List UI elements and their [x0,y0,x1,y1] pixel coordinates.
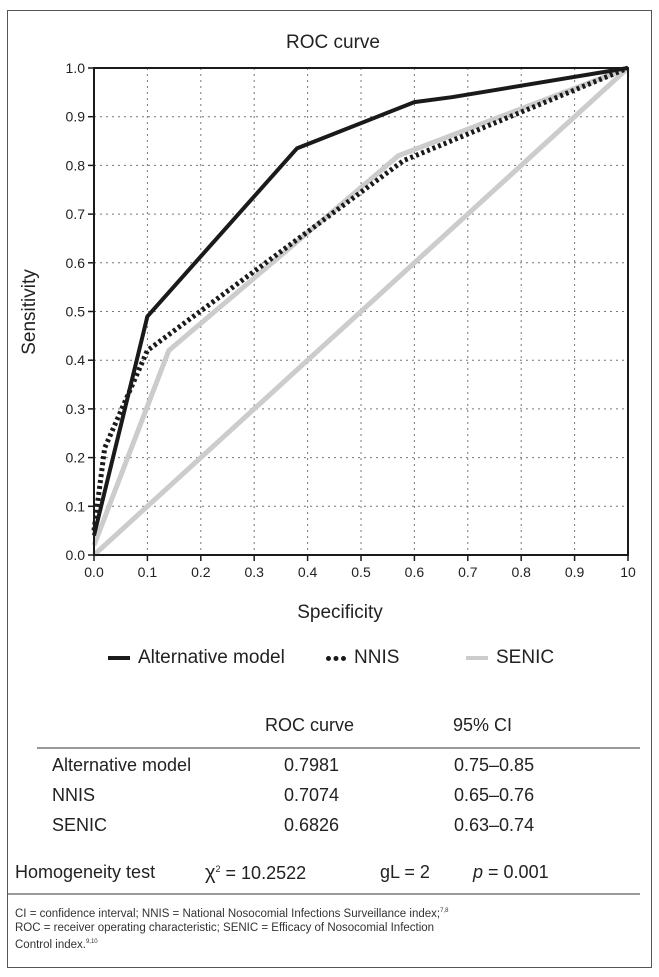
p-value: p = 0.001 [473,862,549,883]
footnote-line3: Control index. [15,938,86,951]
x-tick-label: 0.7 [458,564,478,580]
legend-label-senic: SENIC [496,647,555,668]
footnote-ref1: 7,8 [440,908,449,914]
x-tick-label: 0.3 [244,564,264,580]
chart-title: ROC curve [286,32,380,53]
x-axis-label: Specificity [297,602,383,623]
table-header: ROC curve 95% CI [37,713,640,743]
y-tick-label: 0.1 [66,498,86,514]
legend-swatch-nnis [326,655,346,661]
row-label: Alternative model [52,755,192,775]
results-table: ROC curve 95% CI Alternative model 0.798… [37,713,640,843]
series-nnis [91,65,629,531]
x-tick-label: 0.6 [405,564,425,580]
legend-swatch-senic [466,656,488,660]
chi-square: χ2 = 10.2522 [205,862,306,885]
footnote-line1: CI = confidence interval; NNIS = Nationa… [15,907,441,920]
grid [94,68,628,555]
x-tick-label: 0.0 [84,564,104,580]
x-tick-label: 10 [620,564,636,580]
homogeneity-test: Homogeneity test χ2 = 10.2522 gL = 2 p =… [15,862,595,890]
legend-swatch-alternative [108,656,130,660]
y-tick-label: 1.0 [66,60,86,76]
row-label: SENIC [52,815,108,835]
footnote-line2: ROC = receiver operating characteristic;… [15,921,435,934]
y-tick-label: 0.0 [66,547,86,563]
series-senic [91,65,629,547]
legend-item-senic: SENIC [466,647,554,669]
ticks: 0.0 0.1 0.2 0.3 0.4 0.5 0.6 0.7 0.8 0.9 10 0.0 0.1 0.… [66,60,636,580]
y-tick-label: 0.6 [66,255,86,271]
x-tick-label: 0.5 [351,564,371,580]
header-ci: 95% CI [453,715,513,735]
chi-value: = 10.2522 [225,863,307,883]
homogeneity-label: Homogeneity test [15,862,156,882]
row-ci: 0.75–0.85 [454,755,535,775]
y-tick-label: 0.5 [66,304,86,320]
chi-symbol: χ [205,862,216,884]
x-tick-label: 0.4 [298,564,318,580]
header-rule [37,747,640,749]
x-tick-label: 0.8 [511,564,531,580]
legend-item-nnis: NNIS [326,647,399,669]
y-tick-label: 0.9 [66,109,86,125]
gl-value: gL = 2 [380,862,430,882]
table-row: SENIC 0.6826 0.63–0.74 [37,813,640,843]
table-row: NNIS 0.7074 0.65–0.76 [37,783,640,813]
y-tick-label: 0.4 [66,352,86,368]
row-roc: 0.6826 [284,815,340,835]
footnote-ref2: 9,10 [85,938,98,945]
legend-label-nnis: NNIS [354,647,400,668]
x-tick-label: 0.9 [565,564,585,580]
legend-label-alternative: Alternative model [138,647,285,668]
y-axis-label: Sensitivity [19,269,40,355]
y-tick-label: 0.3 [66,401,86,417]
y-tick-label: 0.7 [66,206,86,222]
legend-item-alternative: Alternative model [108,647,285,669]
chi-superscript: 2 [215,864,221,874]
row-roc: 0.7981 [284,755,340,775]
x-tick-label: 0.1 [138,564,158,580]
series-diagonal-reference [92,66,630,557]
series-alternative-model [92,66,629,536]
row-ci: 0.63–0.74 [454,815,535,835]
legend: Alternative model NNIS SENIC [0,647,659,673]
homogeneity-rule [8,893,640,895]
row-ci: 0.65–0.76 [454,785,535,805]
table-row: Alternative model 0.7981 0.75–0.85 [37,753,640,783]
x-tick-label: 0.2 [191,564,211,580]
p-number: = 0.001 [488,862,549,882]
series-layer [91,65,630,557]
roc-chart: ROC curve 0.0 0.1 0.2 0.3 0.4 0.5 0.6 0.7 0.8 0.9… [19,32,636,623]
header-roc: ROC curve [265,715,355,735]
figure-frame [7,10,652,968]
y-tick-label: 0.2 [66,450,86,466]
footnote: CI = confidence interval; NNIS = Nationa… [15,904,635,952]
row-label: NNIS [52,785,96,805]
row-roc: 0.7074 [284,785,340,805]
p-symbol: p [473,862,484,882]
y-tick-label: 0.8 [66,157,86,173]
